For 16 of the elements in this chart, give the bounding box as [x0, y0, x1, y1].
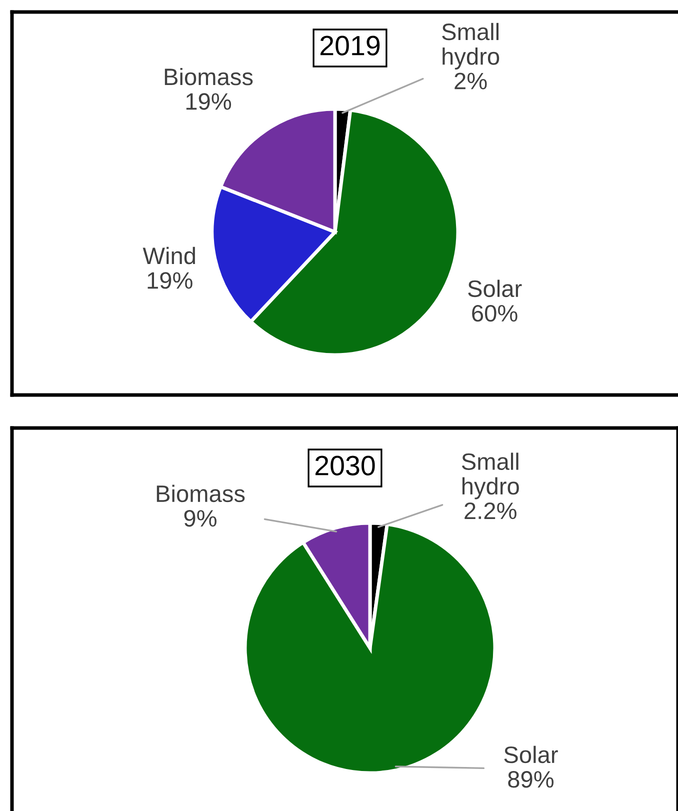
chart-title: 2030	[316, 456, 375, 476]
data-label: 2.2%	[464, 502, 516, 520]
data-label: 89%	[508, 771, 554, 788]
data-label: 19%	[148, 272, 192, 289]
legend-label: Small hydro	[442, 22, 500, 70]
data-label: 60%	[472, 304, 518, 322]
data-label: 19%	[186, 93, 232, 110]
slice-label: Small hydro	[462, 452, 519, 500]
slice-label: Solar	[468, 280, 522, 298]
slice-label: Biomass	[156, 484, 245, 502]
slice-label: Solar	[504, 746, 558, 764]
chart-title: 2019	[320, 36, 380, 56]
slice-label: Wind	[142, 246, 195, 264]
data-label: 9%	[184, 510, 216, 527]
slice-label: Biomass	[164, 68, 253, 86]
data-label: 2%	[454, 72, 487, 90]
